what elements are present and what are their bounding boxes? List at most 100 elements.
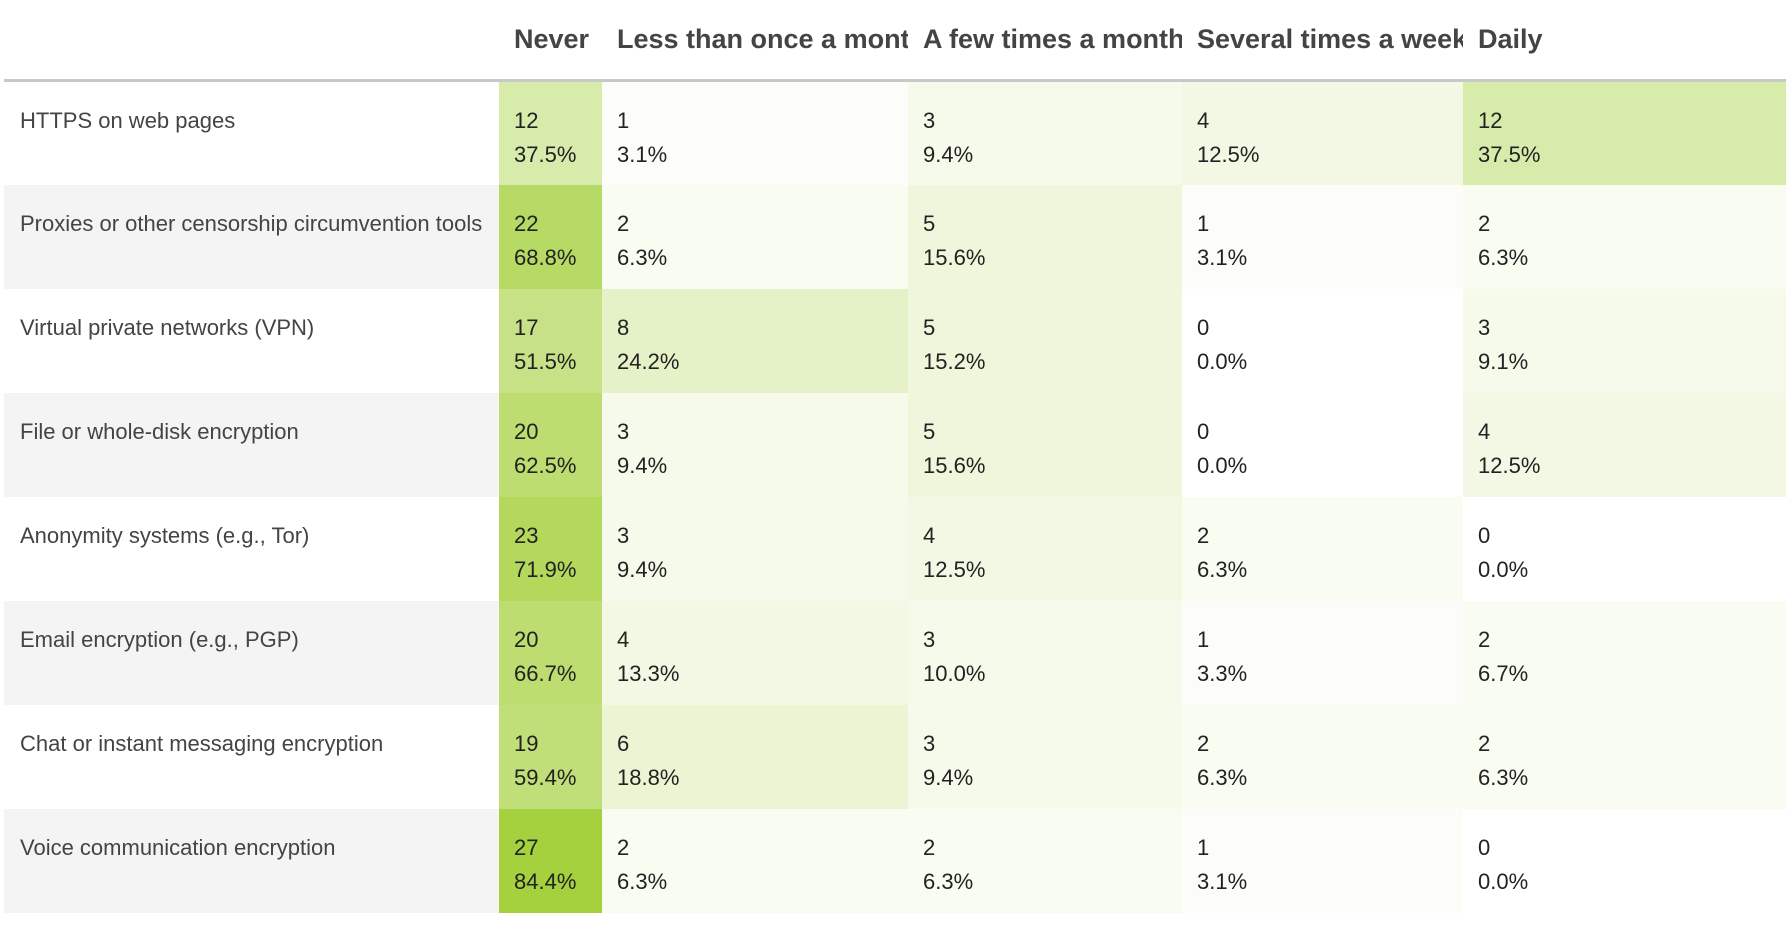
cell-count: 3 [923,108,936,133]
cell-count: 5 [923,314,936,340]
cell-percent: 9.4% [923,142,974,167]
cell-count: 1 [617,108,630,133]
cell-percent: 15.6% [923,452,986,478]
cell-count: 4 [1197,108,1210,133]
heatmap-cell: 17 51.5% [499,288,602,393]
cell-count: 0 [1478,834,1491,860]
cell-percent: 84.4% [514,868,577,894]
cell-count: 17 [514,314,539,340]
cell-count: 2 [1478,730,1491,756]
row-label: Email encryption (e.g., PGP) [4,600,499,705]
table-row: Email encryption (e.g., PGP) 20 66.7% 4 13.3… [4,600,1786,705]
heatmap-cell: 0 0.0% [1182,288,1463,393]
heatmap-cell: 4 12.5% [1463,392,1786,497]
heatmap-cell: 3 9.4% [908,704,1182,809]
heatmap-cell: 2 6.3% [1182,704,1463,809]
cell-percent: 24.2% [617,348,680,374]
cell-percent: 6.3% [923,868,974,894]
heatmap-cell: 2 6.3% [908,808,1182,913]
heatmap-cell: 3 9.4% [602,392,908,497]
heatmap-cell: 4 12.5% [1182,80,1463,185]
heatmap-cell: 3 9.1% [1463,288,1786,393]
cell-percent: 0.0% [1478,556,1529,582]
cell-percent: 12.5% [1478,452,1541,478]
heatmap-cell: 2 6.3% [1463,704,1786,809]
row-label: File or whole-disk encryption [4,392,499,497]
cell-count: 3 [923,730,936,756]
cell-count: 2 [1197,522,1210,548]
cell-count: 0 [1197,418,1210,444]
cell-percent: 6.3% [617,868,668,894]
cell-percent: 15.6% [923,244,986,270]
heatmap-cell: 20 66.7% [499,600,602,705]
heatmap-cell: 5 15.6% [908,184,1182,289]
table-row: Proxies or other censorship circumventio… [4,184,1786,289]
cell-percent: 0.0% [1197,452,1248,478]
cell-percent: 3.1% [617,142,668,167]
heatmap-cell: 27 84.4% [499,808,602,913]
heatmap-cell: 2 6.3% [1463,184,1786,289]
cell-count: 3 [1478,314,1491,340]
heatmap-cell: 2 6.3% [602,808,908,913]
cell-percent: 9.4% [617,556,668,582]
cell-percent: 66.7% [514,660,577,686]
column-header-several-times-a-week: Several times a week [1182,0,1463,82]
cell-percent: 10.0% [923,660,986,686]
table-row: Voice communication encryption 27 84.4% 2 6.… [4,808,1786,913]
cell-percent: 6.3% [1478,764,1529,790]
cell-count: 4 [923,522,936,548]
heatmap-cell: 12 37.5% [1463,80,1786,185]
heatmap-cell: 8 24.2% [602,288,908,393]
heatmap-cell: 4 13.3% [602,600,908,705]
cell-count: 2 [923,834,936,860]
cell-percent: 68.8% [514,244,577,270]
cell-count: 12 [514,108,539,133]
cell-percent: 6.7% [1478,660,1529,686]
cell-count: 1 [1197,626,1210,652]
cell-count: 27 [514,834,539,860]
cell-count: 2 [617,834,630,860]
cell-count: 2 [1197,730,1210,756]
heatmap-cell: 3 9.4% [602,496,908,601]
cell-count: 2 [1478,210,1491,236]
table-row: HTTPS on web pages 12 37.5% 1 3.1% 3 9.4% 4 12.5… [4,80,1786,185]
cell-count: 6 [617,730,630,756]
cell-percent: 37.5% [1478,142,1541,167]
cell-percent: 59.4% [514,764,577,790]
cell-percent: 3.1% [1197,244,1248,270]
column-header-a-few-times-a-month: A few times a month [908,0,1182,82]
heatmap-cell: 2 6.3% [1182,496,1463,601]
cell-percent: 12.5% [923,556,986,582]
row-label: Proxies or other censorship circumventio… [4,184,499,289]
cell-percent: 9.4% [617,452,668,478]
cell-percent: 3.3% [1197,660,1248,686]
heatmap-cell: 0 0.0% [1463,496,1786,601]
cell-percent: 13.3% [617,660,680,686]
table-row: Anonymity systems (e.g., Tor) 23 71.9% 3 9.4… [4,496,1786,601]
heatmap-cell: 5 15.6% [908,392,1182,497]
heatmap-cell: 6 18.8% [602,704,908,809]
heatmap-body: HTTPS on web pages 12 37.5% 1 3.1% 3 9.4% 4 12.5… [4,80,1786,913]
heatmap-cell: 2 6.3% [602,184,908,289]
cell-count: 1 [1197,210,1210,236]
cell-count: 12 [1478,108,1503,133]
heatmap-cell: 2 6.7% [1463,600,1786,705]
cell-percent: 18.8% [617,764,680,790]
cell-count: 3 [923,626,936,652]
cell-count: 3 [617,418,630,444]
heatmap-cell: 1 3.3% [1182,600,1463,705]
column-header-less-than-once-a-month: Less than once a month [602,0,908,82]
heatmap-cell: 20 62.5% [499,392,602,497]
heatmap-cell: 3 10.0% [908,600,1182,705]
row-label: Chat or instant messaging encryption [4,704,499,809]
cell-percent: 6.3% [617,244,668,270]
row-label: Voice communication encryption [4,808,499,913]
cell-count: 4 [617,626,630,652]
cell-count: 2 [1478,626,1491,652]
cell-count: 8 [617,314,630,340]
heatmap-cell: 3 9.4% [908,80,1182,185]
cell-percent: 0.0% [1197,348,1248,374]
cell-count: 20 [514,626,539,652]
column-header-never: Never [499,0,602,82]
row-label: HTTPS on web pages [4,80,499,185]
